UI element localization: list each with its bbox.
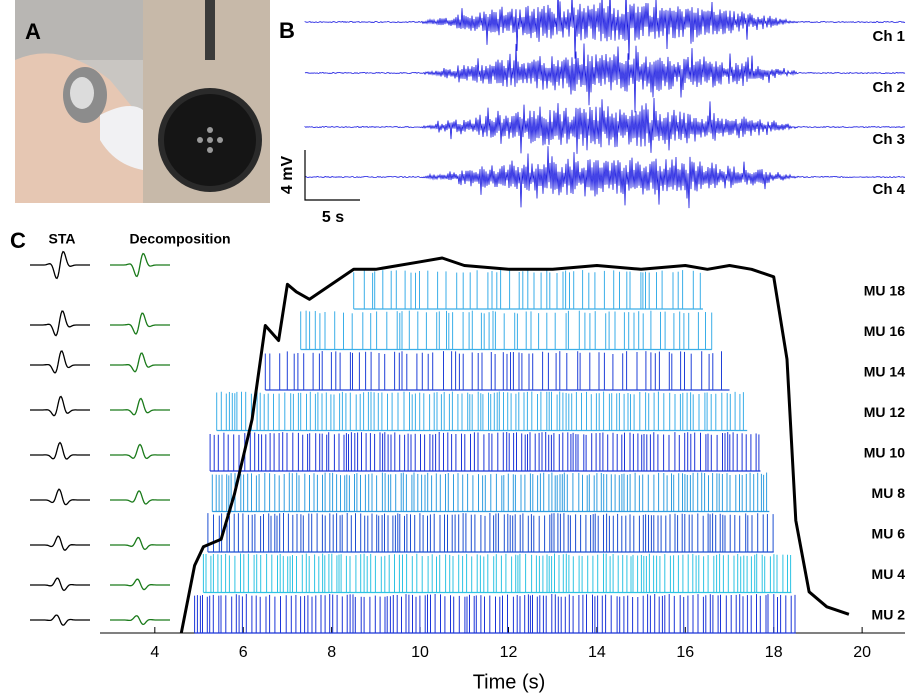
- unit-label: MU 4: [872, 566, 906, 582]
- scale-bar: [304, 150, 360, 201]
- scale-label: 5 s: [322, 209, 344, 226]
- photo: [15, 0, 270, 204]
- x-tick-label: 10: [411, 644, 429, 661]
- waveform: [110, 252, 170, 278]
- waveform: [30, 441, 90, 460]
- unit-label: MU 6: [872, 526, 906, 542]
- channel-label: Ch 3: [872, 131, 905, 148]
- decomposition-title: Decomposition: [129, 231, 230, 247]
- emg-trace: [304, 0, 906, 60]
- emg-trace: [304, 43, 906, 113]
- waveform: [30, 395, 90, 417]
- waveform: [110, 615, 170, 626]
- unit-label: MU 18: [864, 283, 905, 299]
- panel-label: A: [25, 19, 41, 44]
- emg-trace: [304, 146, 906, 209]
- waveform: [30, 535, 90, 551]
- waveform: [110, 536, 170, 551]
- scale-label: 4 mV: [279, 156, 296, 195]
- channel-label: Ch 2: [872, 79, 905, 96]
- waveform: [110, 578, 170, 591]
- emg-traces: [304, 0, 906, 209]
- channel-label: Ch 1: [872, 28, 905, 45]
- channel-label: Ch 4: [872, 181, 905, 198]
- x-tick-label: 12: [500, 644, 518, 661]
- x-tick-label: 20: [853, 644, 871, 661]
- x-tick-label: 4: [150, 644, 159, 661]
- x-tick-label: 18: [765, 644, 783, 661]
- unit-label: MU 14: [864, 364, 905, 380]
- waveform: [30, 577, 90, 592]
- x-axis-label: Time (s): [473, 671, 546, 693]
- x-tick-label: 14: [588, 644, 606, 661]
- unit-label: MU 16: [864, 323, 905, 339]
- waveform: [110, 352, 170, 373]
- unit-label: MU 12: [864, 404, 905, 420]
- emg-trace: [304, 97, 906, 154]
- x-tick-label: 16: [676, 644, 694, 661]
- waveform: [30, 488, 90, 506]
- x-tick-label: 8: [327, 644, 336, 661]
- waveform: [110, 397, 170, 416]
- panel-label: C: [10, 228, 26, 253]
- waveform: [110, 312, 170, 335]
- waveform: [110, 443, 170, 460]
- unit-label: MU 10: [864, 445, 905, 461]
- sta-title: STA: [49, 231, 76, 247]
- waveform: [30, 310, 90, 337]
- x-tick-label: 6: [239, 644, 248, 661]
- unit-label: MU 2: [872, 607, 906, 623]
- force-line: [179, 256, 850, 634]
- waveforms: [30, 250, 170, 626]
- waveform: [110, 490, 170, 505]
- waveform: [30, 350, 90, 374]
- panel-label: B: [279, 18, 295, 43]
- waveform: [30, 250, 90, 280]
- waveform: [30, 614, 90, 626]
- unit-label: MU 8: [872, 485, 906, 501]
